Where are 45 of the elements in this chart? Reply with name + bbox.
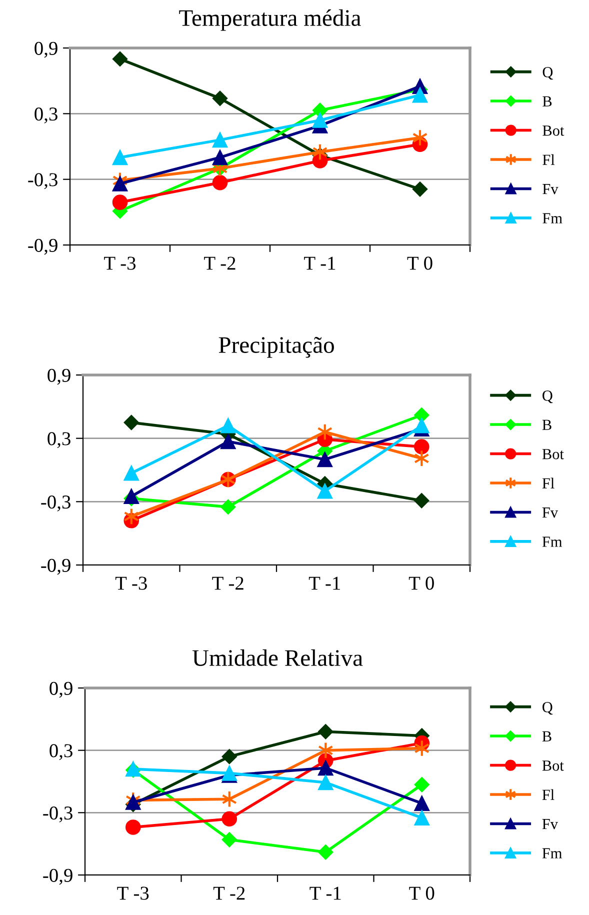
legend-label: Fv <box>542 184 558 194</box>
x-tick-label: T -2 <box>204 256 236 270</box>
y-tick-label: 0,9 <box>48 368 70 385</box>
legend-label: Q <box>542 67 553 80</box>
y-tick-label: -0,3 <box>43 806 72 822</box>
x-tick-label: T -2 <box>212 576 244 590</box>
x-tick-label: T -3 <box>115 576 147 590</box>
y-tick-label: -0,9 <box>41 558 70 575</box>
y-tick-label: 0,3 <box>34 107 58 124</box>
chart-title: Umidade Relativa <box>192 649 363 666</box>
legend-label: B <box>542 96 552 106</box>
legend-label: Bot <box>542 760 564 771</box>
y-tick-label: -0,9 <box>43 868 72 885</box>
legend-label: Fl <box>542 789 554 800</box>
legend-label: Fl <box>542 478 554 488</box>
y-tick-label: -0,3 <box>41 495 70 512</box>
legend-label: B <box>542 420 552 430</box>
legend-label: Q <box>542 702 553 715</box>
x-tick-label: T -1 <box>308 576 340 590</box>
legend-label: B <box>542 731 552 742</box>
x-tick-label: T 0 <box>407 256 432 270</box>
legend-label: Fv <box>542 508 558 518</box>
chart-title: Precipitação <box>218 336 334 358</box>
y-tick-label: 0,3 <box>50 744 72 760</box>
legend-label: Bot <box>542 126 564 136</box>
x-tick-label: T -3 <box>117 886 149 900</box>
y-tick-label: 0,3 <box>48 432 70 448</box>
y-tick-label: -0,9 <box>28 238 58 255</box>
legend-label: Fm <box>542 536 562 547</box>
legend-label: Q <box>542 390 553 404</box>
chart-title: Temperatura média <box>179 9 361 31</box>
legend-label: Fm <box>542 213 562 224</box>
x-tick-label: T -1 <box>304 256 336 270</box>
legend-label: Fm <box>542 848 562 858</box>
legend-label: Fl <box>542 154 555 165</box>
x-tick-label: T -3 <box>104 256 136 270</box>
x-tick-label: T 0 <box>409 886 434 900</box>
x-tick-label: T 0 <box>408 576 434 590</box>
x-tick-label: T -2 <box>213 886 245 900</box>
legend-label: Bot <box>542 449 564 460</box>
y-tick-label: 0,9 <box>34 42 58 58</box>
y-tick-label: 0,9 <box>50 682 72 698</box>
legend-label: Fv <box>542 819 558 830</box>
x-tick-label: T -1 <box>310 886 341 900</box>
y-tick-label: -0,3 <box>28 173 58 190</box>
